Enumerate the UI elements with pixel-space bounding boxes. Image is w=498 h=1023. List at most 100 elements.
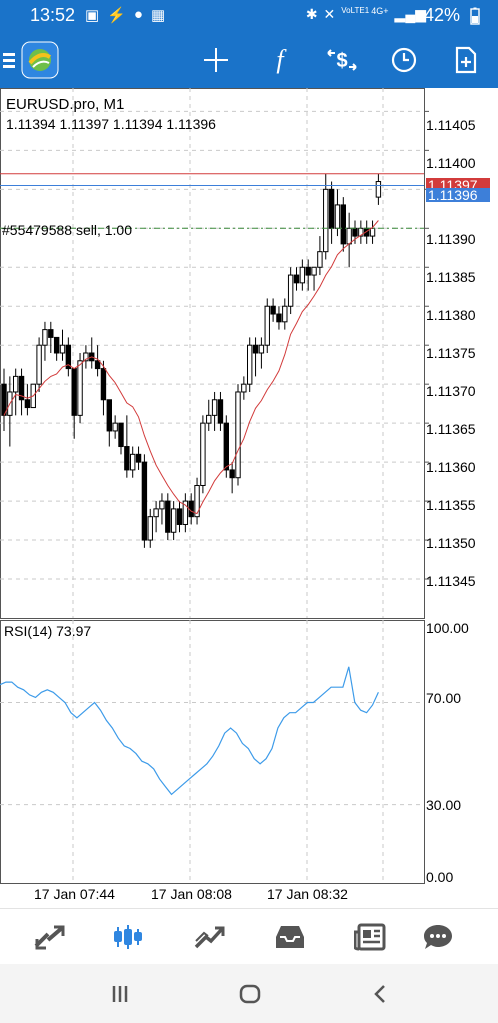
candle-body (94, 360, 101, 370)
rsi-level-label: 30.00 (426, 797, 462, 813)
moving-average-line (3, 220, 379, 515)
top-toolbar: f $ (0, 32, 498, 88)
candle-body (258, 344, 265, 354)
order-line-label[interactable]: #55479588 sell, 1.00 (2, 222, 132, 238)
history-icon[interactable] (265, 909, 315, 965)
candle-body (340, 204, 347, 245)
trade-icon[interactable]: $ (318, 32, 366, 88)
crosshair-icon[interactable] (192, 32, 240, 88)
candle-body (77, 360, 83, 416)
news-icon[interactable] (345, 909, 395, 965)
status-bar: 13:52 ▣ ⚡ ● ▦ ✱ ✕ VoLTE1 4G+ ▂▄▆ 42% (0, 0, 498, 32)
candle-body (36, 344, 42, 385)
candle-body (252, 344, 259, 354)
rsi-level-label: 100.00 (426, 620, 469, 636)
candle-body (106, 399, 112, 432)
chart-area[interactable] (0, 88, 498, 908)
sim-icon: ▣ (85, 7, 100, 24)
trade-icon[interactable] (185, 909, 235, 965)
chart-symbol: EURUSD.pro, M1 (6, 96, 125, 113)
price-label: 1.11380 (426, 307, 476, 323)
candle-body (147, 516, 153, 541)
candle-body (65, 344, 72, 370)
candle-body (276, 313, 282, 323)
candle-body (352, 227, 358, 237)
menu-icon[interactable] (0, 32, 18, 88)
home-icon[interactable] (225, 974, 275, 1014)
candle-body (311, 266, 317, 276)
candle-body (270, 305, 276, 315)
chart-icon[interactable] (105, 909, 155, 965)
candle-body (112, 422, 118, 432)
price-label: 1.11345 (426, 573, 476, 589)
candle-body (59, 344, 66, 354)
candle-body (317, 251, 323, 268)
indicators-icon[interactable]: f (276, 45, 284, 74)
new-chart-icon[interactable] (442, 32, 490, 88)
time-label: 17 Jan 08:08 (151, 886, 232, 902)
candle-body (229, 469, 235, 479)
svg-text:$: $ (336, 50, 347, 72)
candle-body (375, 181, 382, 198)
bluetooth-icon: ✱ (305, 6, 318, 22)
mute-icon: ✕ (323, 6, 336, 22)
candle-body (305, 266, 311, 276)
candle-body (235, 391, 241, 479)
candle-body (241, 383, 247, 393)
price-chart[interactable] (0, 88, 498, 908)
candle-body (13, 375, 19, 393)
bid-price-tag: 1.11396 (426, 188, 490, 202)
candle-body (141, 461, 148, 541)
battery-level: 42% (423, 5, 460, 25)
candle-body (1, 383, 7, 416)
candle-body (293, 274, 300, 284)
candle-body (217, 399, 224, 424)
price-label: 1.11375 (426, 345, 476, 361)
price-label: 1.11370 (426, 383, 476, 399)
system-nav (0, 964, 498, 1023)
status-time: 13:52 (30, 5, 76, 25)
price-label: 1.11355 (426, 497, 476, 513)
volte-label: VoLTE1 (341, 6, 370, 15)
candle-body (159, 500, 165, 510)
battery-icon (470, 7, 480, 25)
bottom-nav (0, 908, 498, 965)
candle-body (165, 500, 171, 533)
price-label: 1.11365 (426, 421, 476, 437)
rsi-level-label: 70.00 (426, 690, 462, 706)
candle-body (100, 368, 107, 401)
clock-icon[interactable] (380, 32, 428, 88)
chat-icon[interactable] (413, 909, 463, 965)
app-logo[interactable] (16, 32, 64, 88)
candle-body (71, 368, 77, 416)
candle-body (170, 508, 177, 533)
price-label: 1.11360 (426, 459, 476, 475)
price-label: 1.11390 (426, 231, 476, 247)
candle-body (264, 305, 270, 346)
quotes-icon[interactable] (25, 909, 75, 965)
image-icon: ▦ (150, 7, 166, 24)
candle-body (299, 266, 306, 284)
candle-body (118, 422, 124, 448)
price-label: 1.11400 (426, 155, 476, 171)
candle-body (346, 227, 352, 245)
candle-body (369, 227, 376, 237)
back-icon[interactable] (355, 974, 405, 1014)
candle-body (124, 446, 130, 471)
candle-body (334, 204, 341, 229)
candle-body (135, 453, 142, 463)
candle-body (18, 375, 25, 401)
rsi-line (0, 666, 379, 796)
candle-body (328, 188, 335, 229)
candle-body (42, 329, 48, 346)
candle-body (282, 305, 288, 323)
candle-body (200, 422, 206, 487)
recents-icon[interactable] (95, 974, 145, 1014)
candle-body (83, 352, 89, 362)
rsi-pane-frame (0, 620, 425, 884)
rsi-level-label: 0.00 (426, 869, 454, 885)
candle-body (287, 274, 294, 307)
candle-body (206, 414, 212, 424)
candle-body (24, 399, 31, 409)
candle-body (223, 422, 230, 471)
